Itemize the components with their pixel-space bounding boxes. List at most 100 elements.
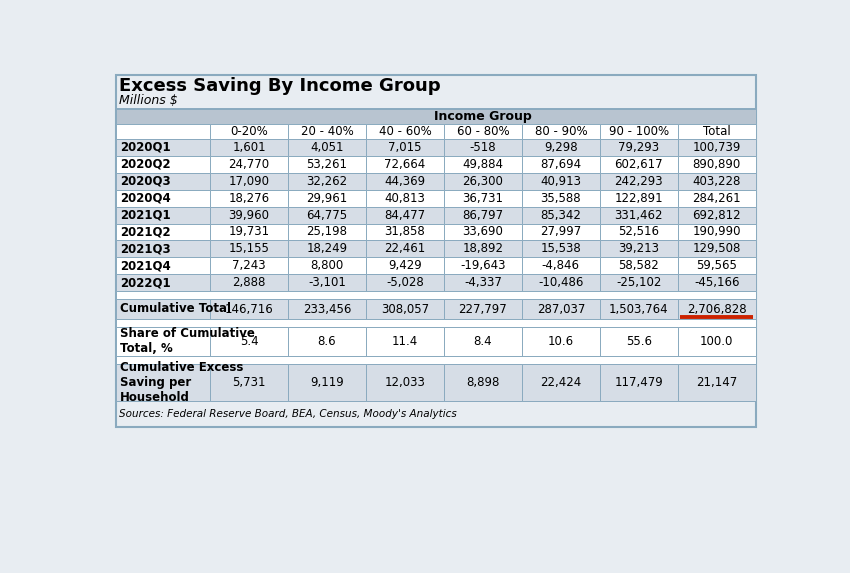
Text: 602,617: 602,617: [615, 158, 663, 171]
Text: 1,503,764: 1,503,764: [609, 303, 669, 316]
Bar: [116, 172, 210, 190]
Bar: [366, 223, 444, 241]
Bar: [677, 156, 756, 172]
Bar: [116, 257, 210, 274]
Bar: [116, 109, 756, 401]
Text: -518: -518: [469, 141, 496, 154]
Bar: [366, 207, 444, 223]
Text: 18,892: 18,892: [462, 242, 503, 256]
Bar: [288, 156, 366, 172]
Bar: [444, 364, 522, 401]
Text: 8.4: 8.4: [473, 335, 492, 348]
Bar: [116, 109, 756, 124]
Bar: [116, 223, 210, 241]
Bar: [288, 124, 366, 139]
Text: 86,797: 86,797: [462, 209, 503, 222]
Text: 31,858: 31,858: [384, 226, 425, 238]
Text: 22,461: 22,461: [384, 242, 426, 256]
Text: 26,300: 26,300: [462, 175, 503, 188]
Bar: [366, 241, 444, 257]
Bar: [210, 207, 288, 223]
Bar: [210, 327, 288, 356]
Text: 100,739: 100,739: [693, 141, 741, 154]
Bar: [522, 139, 600, 156]
Text: 8,898: 8,898: [466, 376, 500, 388]
Bar: [522, 207, 600, 223]
Text: 59,565: 59,565: [696, 260, 737, 272]
Bar: [116, 75, 756, 109]
Text: 52,516: 52,516: [618, 226, 660, 238]
Bar: [522, 364, 600, 401]
Text: 85,342: 85,342: [541, 209, 581, 222]
Bar: [116, 190, 210, 207]
Text: 233,456: 233,456: [303, 303, 351, 316]
Text: 7,243: 7,243: [232, 260, 266, 272]
Bar: [600, 274, 677, 291]
Text: 44,369: 44,369: [384, 175, 426, 188]
Text: 27,997: 27,997: [541, 226, 581, 238]
Text: 692,812: 692,812: [693, 209, 741, 222]
Bar: [116, 274, 210, 291]
Bar: [600, 223, 677, 241]
Text: 129,508: 129,508: [693, 242, 741, 256]
Bar: [444, 274, 522, 291]
Text: 242,293: 242,293: [615, 175, 663, 188]
Text: Cumulative Excess
Saving per
Household: Cumulative Excess Saving per Household: [120, 360, 244, 403]
Bar: [444, 257, 522, 274]
Bar: [288, 364, 366, 401]
Bar: [116, 327, 210, 356]
Bar: [116, 156, 210, 172]
Bar: [677, 274, 756, 291]
Bar: [522, 223, 600, 241]
Bar: [210, 241, 288, 257]
Bar: [116, 139, 210, 156]
Text: 308,057: 308,057: [381, 303, 429, 316]
Text: -19,643: -19,643: [460, 260, 506, 272]
Text: 17,090: 17,090: [229, 175, 269, 188]
Text: 2022Q1: 2022Q1: [120, 276, 171, 289]
Bar: [210, 139, 288, 156]
Text: 72,664: 72,664: [384, 158, 426, 171]
Text: 32,262: 32,262: [307, 175, 348, 188]
Bar: [116, 299, 210, 319]
Text: 19,731: 19,731: [229, 226, 269, 238]
Text: 24,770: 24,770: [229, 158, 269, 171]
Bar: [210, 257, 288, 274]
Bar: [366, 124, 444, 139]
Bar: [600, 327, 677, 356]
Bar: [677, 257, 756, 274]
Text: 87,694: 87,694: [541, 158, 581, 171]
Text: 35,588: 35,588: [541, 191, 581, 205]
Text: 2020Q1: 2020Q1: [120, 141, 171, 154]
Text: 9,429: 9,429: [388, 260, 422, 272]
Bar: [288, 172, 366, 190]
Text: 36,731: 36,731: [462, 191, 503, 205]
Text: 227,797: 227,797: [458, 303, 507, 316]
Text: 2021Q2: 2021Q2: [120, 226, 171, 238]
Bar: [600, 241, 677, 257]
Text: 5.4: 5.4: [240, 335, 258, 348]
Bar: [522, 257, 600, 274]
Text: 331,462: 331,462: [615, 209, 663, 222]
Bar: [366, 172, 444, 190]
Bar: [677, 223, 756, 241]
Bar: [677, 207, 756, 223]
Text: 18,249: 18,249: [307, 242, 348, 256]
Text: 29,961: 29,961: [306, 191, 348, 205]
Text: 1,601: 1,601: [232, 141, 266, 154]
Bar: [600, 364, 677, 401]
Bar: [116, 124, 210, 139]
Bar: [288, 207, 366, 223]
Text: 284,261: 284,261: [693, 191, 741, 205]
Bar: [366, 274, 444, 291]
Text: 2020Q3: 2020Q3: [120, 175, 171, 188]
Bar: [210, 299, 288, 319]
Bar: [522, 274, 600, 291]
Text: 39,213: 39,213: [618, 242, 660, 256]
Text: 2020Q4: 2020Q4: [120, 191, 171, 205]
Bar: [366, 257, 444, 274]
Text: Total: Total: [703, 125, 731, 138]
Bar: [288, 139, 366, 156]
Text: 49,884: 49,884: [462, 158, 503, 171]
Text: Income Group: Income Group: [434, 110, 532, 123]
